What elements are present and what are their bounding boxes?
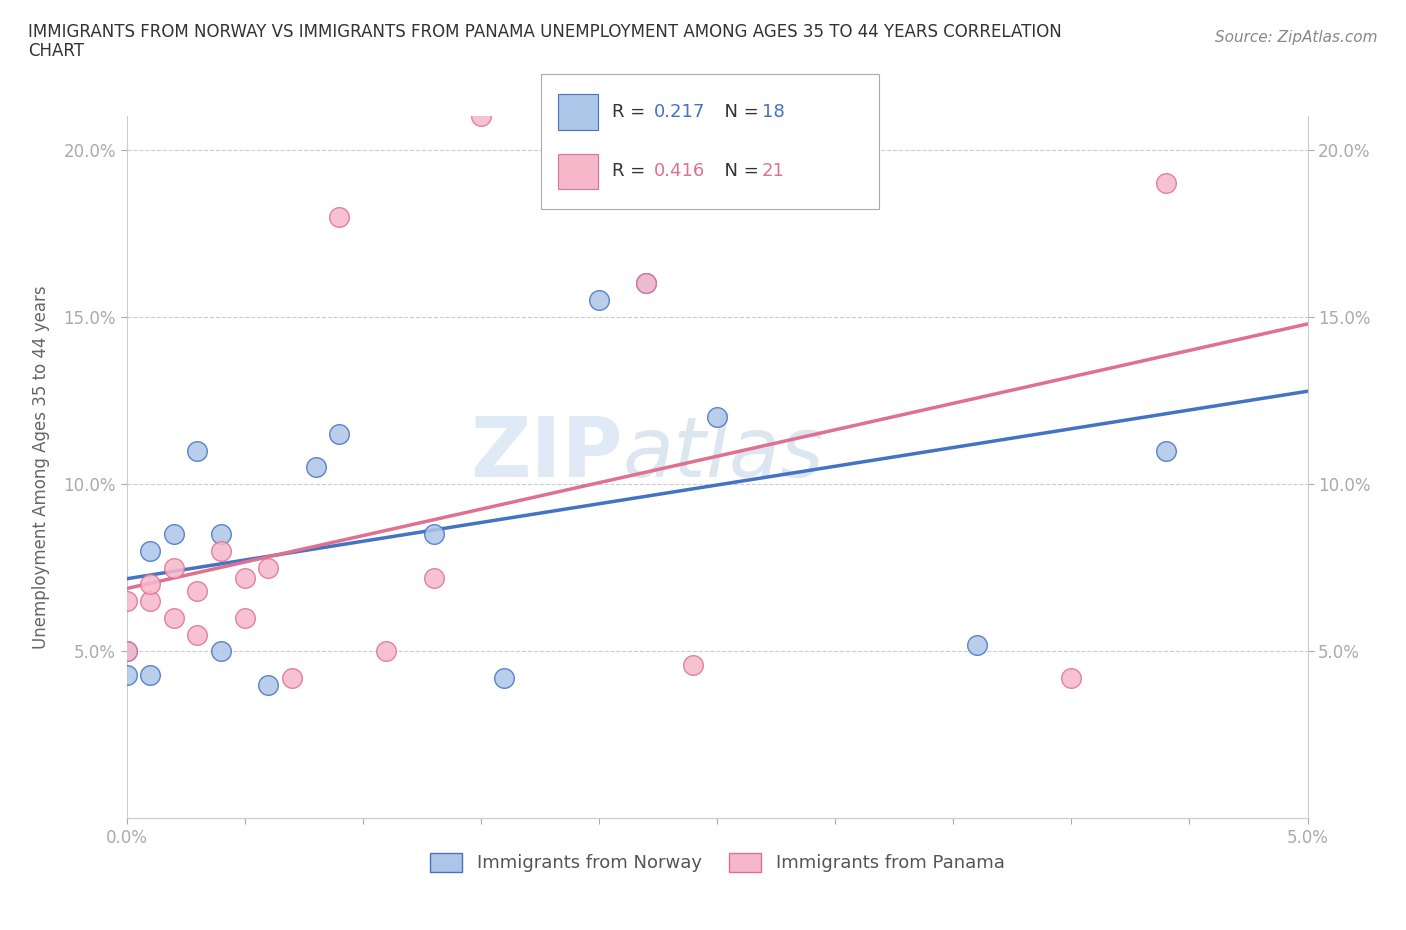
Point bbox=[186, 627, 208, 642]
Text: 0.217: 0.217 bbox=[654, 103, 706, 121]
Point bbox=[233, 610, 256, 625]
Point bbox=[1154, 444, 1177, 458]
Point bbox=[186, 444, 208, 458]
Point bbox=[636, 276, 658, 291]
Point bbox=[422, 570, 444, 585]
Point bbox=[494, 671, 516, 685]
Point bbox=[115, 644, 138, 658]
Text: N =: N = bbox=[713, 163, 765, 180]
Point bbox=[209, 644, 232, 658]
Text: 21: 21 bbox=[762, 163, 785, 180]
Point bbox=[115, 593, 138, 608]
Point bbox=[163, 560, 186, 575]
Point bbox=[470, 109, 492, 124]
Point bbox=[115, 667, 138, 682]
Point bbox=[163, 526, 186, 541]
Point bbox=[304, 460, 326, 474]
Text: 18: 18 bbox=[762, 103, 785, 121]
Point bbox=[281, 671, 304, 685]
Point bbox=[257, 560, 280, 575]
Legend: Immigrants from Norway, Immigrants from Panama: Immigrants from Norway, Immigrants from … bbox=[422, 845, 1012, 880]
Text: 0.416: 0.416 bbox=[654, 163, 704, 180]
Point bbox=[422, 526, 444, 541]
Point bbox=[233, 570, 256, 585]
Text: R =: R = bbox=[612, 163, 651, 180]
Text: N =: N = bbox=[713, 103, 765, 121]
Text: Source: ZipAtlas.com: Source: ZipAtlas.com bbox=[1215, 30, 1378, 45]
Point bbox=[706, 410, 728, 425]
Y-axis label: Unemployment Among Ages 35 to 44 years: Unemployment Among Ages 35 to 44 years bbox=[32, 286, 49, 649]
Text: ZIP: ZIP bbox=[470, 413, 623, 494]
Point bbox=[328, 209, 350, 224]
Point bbox=[328, 427, 350, 442]
Point bbox=[163, 610, 186, 625]
Point bbox=[209, 543, 232, 558]
Text: atlas: atlas bbox=[623, 413, 824, 494]
Point bbox=[186, 584, 208, 599]
Point bbox=[1154, 176, 1177, 191]
Text: CHART: CHART bbox=[28, 42, 84, 60]
Point bbox=[636, 276, 658, 291]
Point bbox=[139, 577, 162, 591]
Point bbox=[209, 526, 232, 541]
Point bbox=[682, 658, 704, 672]
Point bbox=[139, 593, 162, 608]
Text: IMMIGRANTS FROM NORWAY VS IMMIGRANTS FROM PANAMA UNEMPLOYMENT AMONG AGES 35 TO 4: IMMIGRANTS FROM NORWAY VS IMMIGRANTS FRO… bbox=[28, 23, 1062, 41]
Point bbox=[139, 543, 162, 558]
Point bbox=[257, 677, 280, 692]
Point bbox=[966, 637, 988, 652]
Point bbox=[115, 644, 138, 658]
Point bbox=[1060, 671, 1083, 685]
Point bbox=[375, 644, 398, 658]
Point bbox=[588, 293, 610, 308]
Point bbox=[139, 667, 162, 682]
Text: R =: R = bbox=[612, 103, 651, 121]
